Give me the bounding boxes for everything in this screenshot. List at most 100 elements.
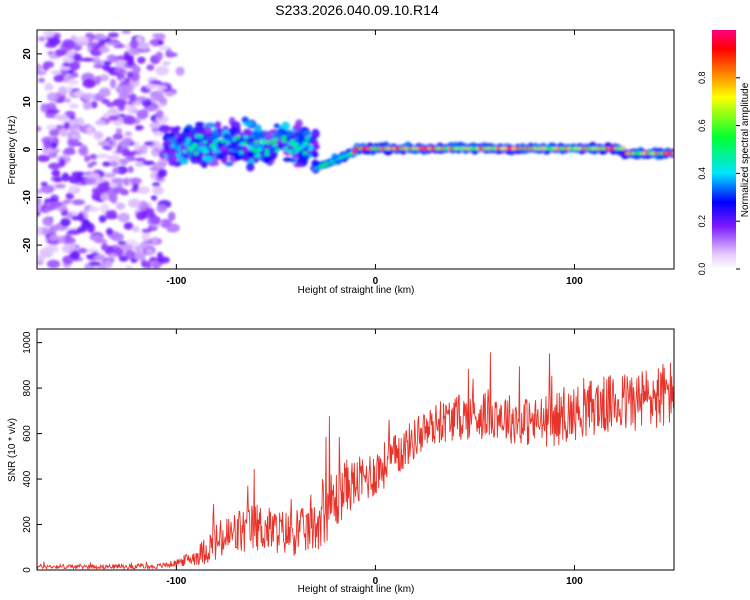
spectrogram-cell — [158, 45, 172, 51]
spectrogram-cell — [88, 206, 100, 213]
x-tick-label: -100 — [166, 576, 186, 587]
spectrogram-cell — [197, 128, 206, 137]
spectrogram-cell — [91, 56, 101, 64]
spectrogram-cell — [223, 133, 231, 139]
spectrogram-cell — [37, 154, 50, 163]
spectrogram-cell — [125, 265, 133, 269]
spectrogram-cell — [103, 60, 112, 66]
spectrogram-cell — [166, 153, 178, 163]
colorbar-tick-label: 0.8 — [697, 72, 707, 85]
spectrogram-cell — [81, 220, 92, 229]
spectrogram-cell — [57, 86, 68, 96]
spectrogram-cell — [137, 56, 146, 64]
spectrogram-cell — [129, 48, 141, 56]
spectrogram-cell — [134, 125, 143, 131]
spectrogram-cell — [260, 139, 266, 143]
spectrogram-cell — [100, 192, 109, 202]
spectrogram-cell — [98, 45, 110, 54]
spectrogram-cell — [141, 232, 151, 242]
spectrogram-cell — [103, 172, 116, 179]
spectrogram-cell — [172, 160, 182, 167]
spectrogram-cell — [149, 215, 161, 225]
spectrogram-cell — [151, 236, 159, 245]
y-tick-label: -20 — [22, 237, 33, 252]
spectrogram-cell — [93, 130, 104, 140]
spectrogram-cell — [146, 64, 155, 71]
spectrogram-cell — [621, 146, 627, 151]
spectrogram-cell — [127, 57, 135, 67]
spectrogram-cell — [120, 80, 129, 86]
spectrogram-cell — [152, 185, 164, 195]
spectrogram-cell — [218, 145, 228, 151]
spectrogram-cell — [229, 151, 240, 157]
snr-y-ticks: 0 200 400 600 800 1000 — [22, 331, 42, 573]
spectrogram-cell — [195, 121, 205, 127]
spectrogram-cell — [204, 149, 210, 154]
spectrogram-cell — [62, 243, 76, 254]
spectrogram-cell — [243, 135, 249, 140]
spectrogram-cell — [207, 160, 220, 167]
spectrogram-cell — [165, 223, 180, 233]
spectrogram-cell — [153, 162, 166, 169]
y-tick-label: -10 — [22, 190, 33, 205]
colorbar-label: Normalized spectral amplitude — [740, 82, 750, 217]
spectrogram-cell — [231, 137, 237, 142]
spectrogram-cell — [116, 144, 123, 154]
spectrogram-cell — [145, 83, 156, 90]
spectrogram-cell — [68, 125, 81, 133]
spectrogram-x-label: Height of straight line (km) — [298, 285, 415, 296]
spectrogram-cell — [106, 155, 121, 162]
spectrogram-cell — [127, 198, 142, 208]
spectrogram-cell — [37, 77, 46, 83]
spectrogram-cell — [212, 149, 221, 154]
spectrogram-cell — [141, 228, 152, 233]
spectrogram-cell — [117, 212, 130, 223]
spectrogram-cell — [78, 247, 88, 254]
spectrogram-cell — [254, 131, 262, 140]
spectrogram-cell — [82, 78, 96, 89]
spectrogram-cell — [287, 141, 293, 146]
spectrogram-cell — [224, 161, 234, 167]
spectrogram-cell — [165, 91, 175, 97]
y-tick-label: 200 — [22, 516, 33, 533]
colorbar-tick-label: 0.6 — [697, 119, 707, 132]
spectrogram-cell — [307, 147, 313, 152]
spectrogram-cell — [167, 211, 176, 222]
spectrogram-cell — [111, 177, 125, 184]
spectrogram-cell — [115, 85, 129, 94]
spectrogram-cell — [94, 35, 108, 40]
spectrogram-cell — [292, 144, 298, 148]
snr-y-label: SNR (10 * v/v) — [7, 418, 18, 482]
spectrogram-cell — [129, 39, 139, 49]
spectrogram-y-label: Frequency (Hz) — [7, 116, 18, 185]
spectrogram-cell — [202, 155, 213, 162]
spectrogram-cell — [93, 254, 107, 261]
spectrogram-cell — [215, 128, 223, 134]
spectrogram-cell — [49, 225, 60, 231]
spectrogram-cell — [72, 117, 85, 126]
spectrogram-cell — [311, 128, 320, 139]
spectrogram-cell — [274, 131, 283, 138]
snr-line — [37, 352, 674, 570]
spectrogram-cell — [145, 208, 155, 213]
spectrogram-cell — [239, 141, 245, 146]
spectrogram-cell — [93, 64, 105, 69]
spectrogram-cell — [69, 61, 81, 71]
spectrogram-cell — [162, 61, 171, 66]
spectrogram-cell — [149, 122, 161, 129]
spectrogram-cell — [282, 157, 293, 162]
spectrogram-cell — [133, 141, 140, 151]
spectrogram-cell — [108, 115, 119, 121]
spectrogram-cell — [297, 135, 305, 143]
spectrogram-cell — [81, 92, 96, 101]
spectrogram-cell — [48, 162, 62, 170]
spectrogram-cell — [64, 232, 72, 243]
spectrogram-cell — [53, 177, 62, 183]
spectrogram-cell — [151, 127, 159, 133]
spectrogram-cell — [43, 30, 55, 38]
spectrogram-cell — [84, 155, 91, 163]
spectrogram-cell — [165, 52, 178, 58]
spectrogram-cell — [107, 32, 119, 38]
y-tick-label: 800 — [22, 379, 33, 396]
spectrogram-cell — [55, 52, 64, 57]
